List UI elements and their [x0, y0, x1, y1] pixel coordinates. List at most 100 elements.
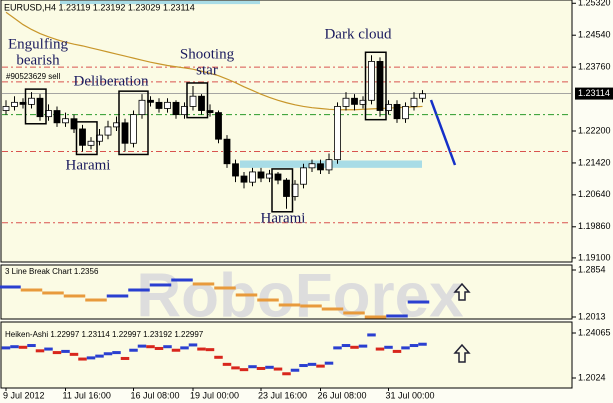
pattern-label: bearish: [16, 52, 60, 68]
y-tick-label: 1.22200: [578, 125, 611, 135]
bar: [85, 298, 107, 302]
candle-body: [325, 159, 333, 171]
bar: [63, 294, 86, 298]
bar: [409, 344, 419, 348]
candle-body: [223, 138, 231, 165]
bar: [18, 345, 28, 349]
candle-body: [402, 106, 409, 120]
y-tick-label: 1.24065: [578, 327, 611, 337]
bar: [341, 344, 351, 348]
heiken-ashi-title: Heiken-Ashi 1.22997 1.23114 1.22997 1.23…: [5, 330, 204, 339]
y-tick-label: 1.24540: [578, 30, 611, 40]
bar: [149, 283, 172, 287]
bar: [290, 368, 300, 372]
bar: [197, 347, 206, 351]
bar: [321, 307, 344, 311]
moving-average: [5, 11, 423, 111]
bar: [78, 357, 87, 361]
x-tick-label: 19 Jul 00:00: [190, 390, 239, 400]
bar: [364, 315, 387, 319]
bar: [112, 351, 121, 355]
candle-body: [257, 171, 265, 179]
bar: [214, 286, 236, 290]
candle-body: [376, 61, 384, 111]
order-label: #90523629 sell: [6, 72, 60, 81]
bar: [343, 311, 365, 315]
x-tick-label: 31 Jul 00:00: [386, 390, 435, 400]
bar: [171, 348, 181, 352]
candle-body: [410, 97, 418, 107]
candle-body: [138, 99, 146, 116]
bar: [180, 346, 189, 350]
forecast-line: [429, 99, 457, 166]
main-panel: [0, 0, 573, 263]
zone: [60, 0, 260, 5]
bar: [257, 298, 279, 302]
header: EURUSD,H4 1.23119 1.23192 1.23029 1.2311…: [4, 2, 195, 12]
bar: [273, 367, 283, 371]
bar: [129, 348, 138, 352]
bar: [52, 351, 62, 355]
pattern-box: [118, 90, 149, 156]
pattern-label: Engulfing: [8, 36, 68, 52]
bar: [163, 345, 172, 349]
bar: [146, 345, 155, 349]
bar: [299, 364, 308, 368]
bar: [27, 344, 36, 348]
candle-body: [87, 140, 95, 146]
pattern-box: [24, 88, 47, 125]
line-break-title: 3 Line Break Chart 1.2356: [5, 267, 99, 276]
candle-body: [283, 179, 290, 197]
bar: [205, 348, 215, 352]
bar: [214, 355, 223, 359]
candle-body: [121, 122, 129, 144]
candle-body: [36, 97, 44, 118]
pattern-label: Dark cloud: [324, 26, 392, 42]
bar: [86, 356, 96, 360]
y-tick-label: 1.23760: [578, 62, 611, 72]
bar: [128, 288, 150, 292]
bar: [256, 366, 266, 370]
bar: [265, 365, 274, 369]
bar: [171, 278, 193, 282]
candle-body: [300, 167, 307, 185]
candle-body: [368, 61, 375, 101]
candle-body: [317, 163, 324, 171]
bar: [192, 282, 215, 286]
bar: [103, 352, 113, 356]
bar: [35, 349, 45, 353]
pattern-label: Harami: [261, 210, 306, 226]
bar: [239, 368, 249, 372]
bar: [1, 346, 11, 350]
bar: [222, 362, 232, 366]
watermark: RoboForex: [136, 261, 464, 330]
bar: [69, 352, 79, 356]
bar: [231, 366, 240, 370]
bar: [384, 345, 393, 349]
x-tick-label: 11 Jul 16:00: [63, 390, 111, 400]
bar: [44, 347, 53, 351]
x-tick-label: 23 Jul 16:00: [258, 390, 307, 400]
pattern-label: Shooting: [180, 46, 235, 62]
y-tick-label: 1.25320: [578, 0, 611, 8]
candle-body: [164, 101, 171, 109]
bar: [401, 346, 410, 350]
y-tick-label: 1.2024: [578, 372, 606, 382]
bar: [324, 361, 334, 365]
bar: [106, 294, 129, 298]
pattern-label: star: [196, 62, 218, 78]
up-arrow: [453, 282, 471, 301]
current-price-label: 1.23114: [578, 88, 610, 98]
candle-body: [62, 118, 69, 124]
bar: [188, 343, 198, 347]
bar: [333, 346, 342, 350]
bar: [350, 345, 359, 349]
candle-body: [240, 175, 248, 183]
pattern-label: Harami: [66, 157, 111, 173]
candle-body: [172, 101, 180, 116]
y-tick-label: 1.21420: [578, 157, 611, 167]
bar: [386, 314, 408, 318]
x-tick-label: 26 Jul 08:00: [318, 390, 367, 400]
pattern-box: [364, 51, 387, 121]
